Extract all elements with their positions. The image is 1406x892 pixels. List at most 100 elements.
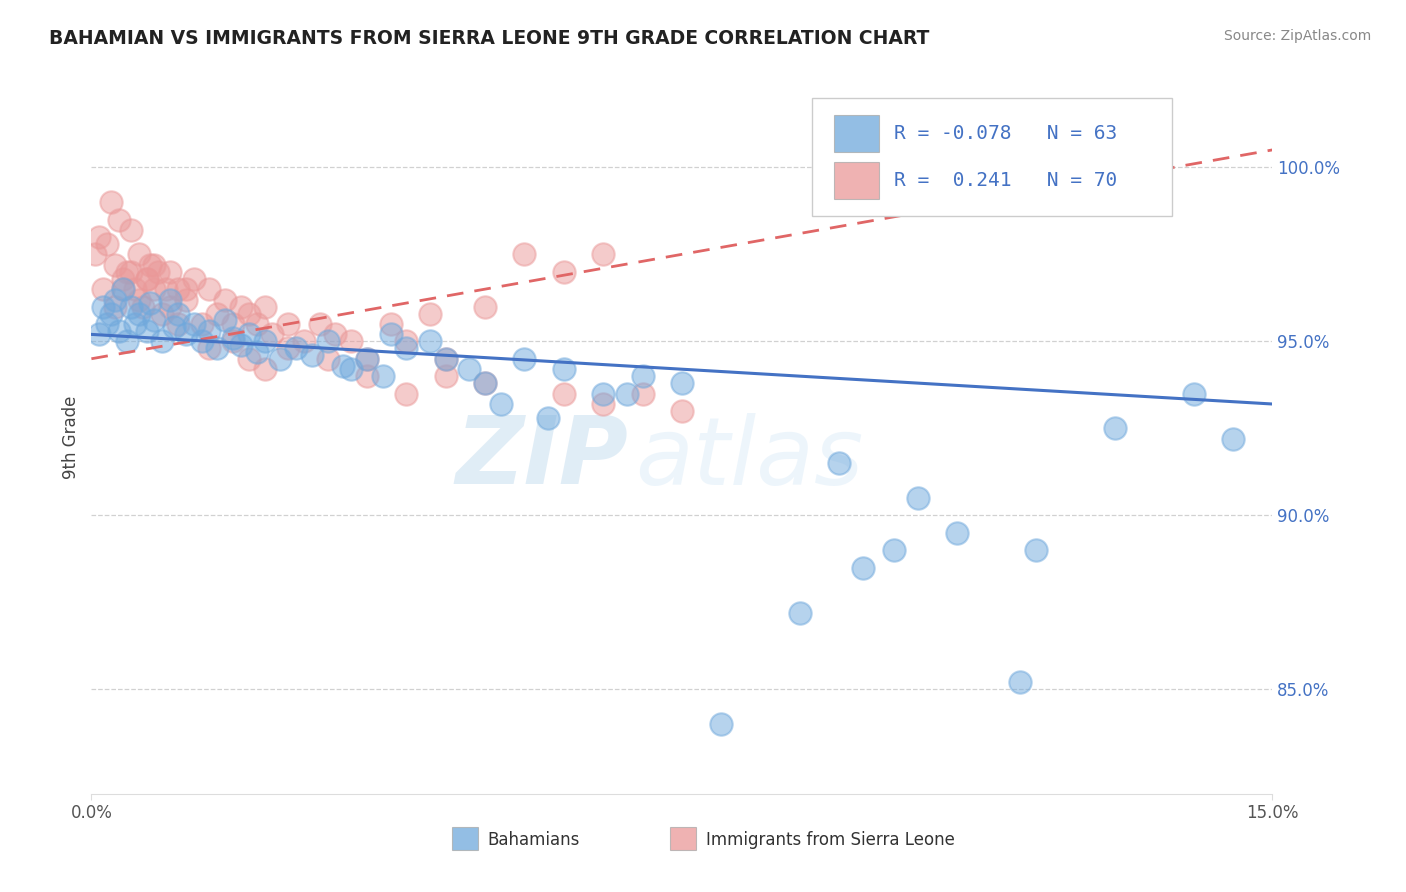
Point xyxy=(631,369,654,384)
Point xyxy=(238,327,260,342)
Bar xyxy=(834,114,879,152)
Point xyxy=(332,359,354,373)
Point xyxy=(183,271,205,285)
Point xyxy=(124,317,146,331)
Point xyxy=(115,265,138,279)
Point xyxy=(159,293,181,307)
Point xyxy=(115,334,138,349)
Point xyxy=(395,334,418,349)
Point xyxy=(148,265,170,279)
Point xyxy=(124,282,146,296)
Bar xyxy=(451,827,478,849)
Point xyxy=(190,317,212,331)
Point xyxy=(96,317,118,331)
Point xyxy=(246,317,269,331)
Point xyxy=(474,376,496,391)
Point xyxy=(128,293,150,307)
Point xyxy=(434,351,457,366)
Point xyxy=(174,327,197,342)
Point xyxy=(380,317,402,331)
Point xyxy=(128,247,150,261)
Point xyxy=(198,282,221,296)
Point xyxy=(301,348,323,362)
Point xyxy=(592,397,614,411)
Point xyxy=(91,300,114,314)
Point xyxy=(135,324,157,338)
Point xyxy=(1104,421,1126,435)
Point xyxy=(104,293,127,307)
Point xyxy=(671,404,693,418)
Point xyxy=(277,341,299,355)
Point xyxy=(163,320,186,334)
Point xyxy=(277,317,299,331)
Point xyxy=(292,334,315,349)
Point xyxy=(139,258,162,272)
Point xyxy=(395,341,418,355)
Point xyxy=(553,362,575,376)
Point xyxy=(710,717,733,731)
Point xyxy=(222,334,245,349)
Point xyxy=(198,324,221,338)
Point xyxy=(214,313,236,327)
Point xyxy=(946,525,969,540)
Point xyxy=(143,313,166,327)
Point xyxy=(489,397,512,411)
Point xyxy=(104,300,127,314)
Point xyxy=(1025,543,1047,558)
Point xyxy=(150,334,173,349)
Bar xyxy=(671,827,696,849)
Bar xyxy=(834,162,879,200)
Point xyxy=(371,369,394,384)
Point xyxy=(828,456,851,470)
Point xyxy=(131,300,153,314)
Point xyxy=(108,212,131,227)
Point xyxy=(111,282,134,296)
Point xyxy=(143,282,166,296)
Point xyxy=(100,195,122,210)
Point xyxy=(434,369,457,384)
Point xyxy=(214,293,236,307)
Text: Bahamians: Bahamians xyxy=(486,830,579,848)
Point xyxy=(356,369,378,384)
Point xyxy=(852,560,875,574)
Point xyxy=(671,376,693,391)
Point xyxy=(262,327,284,342)
Point xyxy=(150,306,173,320)
Point xyxy=(419,306,441,320)
Point xyxy=(135,271,157,285)
Point xyxy=(340,362,363,376)
Point xyxy=(395,386,418,401)
Point xyxy=(89,230,111,244)
Point xyxy=(167,282,190,296)
Point xyxy=(174,293,197,307)
Point xyxy=(356,351,378,366)
Text: ZIP: ZIP xyxy=(456,412,628,505)
Text: R = -0.078   N = 63: R = -0.078 N = 63 xyxy=(894,124,1118,144)
Point xyxy=(159,265,181,279)
Point xyxy=(325,327,347,342)
Point xyxy=(316,351,339,366)
Text: Immigrants from Sierra Leone: Immigrants from Sierra Leone xyxy=(706,830,955,848)
Point xyxy=(380,327,402,342)
Point xyxy=(474,300,496,314)
Y-axis label: 9th Grade: 9th Grade xyxy=(62,395,80,479)
Point xyxy=(356,351,378,366)
Point xyxy=(111,282,134,296)
Point xyxy=(316,334,339,349)
Point xyxy=(135,271,157,285)
Point xyxy=(1010,675,1032,690)
Point xyxy=(631,386,654,401)
Point xyxy=(207,341,229,355)
Point xyxy=(167,317,190,331)
FancyBboxPatch shape xyxy=(811,98,1173,216)
Point xyxy=(91,282,114,296)
Point xyxy=(883,543,905,558)
Point xyxy=(253,334,276,349)
Point xyxy=(253,300,276,314)
Point xyxy=(190,334,212,349)
Point xyxy=(246,344,269,359)
Text: R =  0.241   N = 70: R = 0.241 N = 70 xyxy=(894,171,1118,190)
Point xyxy=(513,247,536,261)
Point xyxy=(222,317,245,331)
Point xyxy=(120,223,142,237)
